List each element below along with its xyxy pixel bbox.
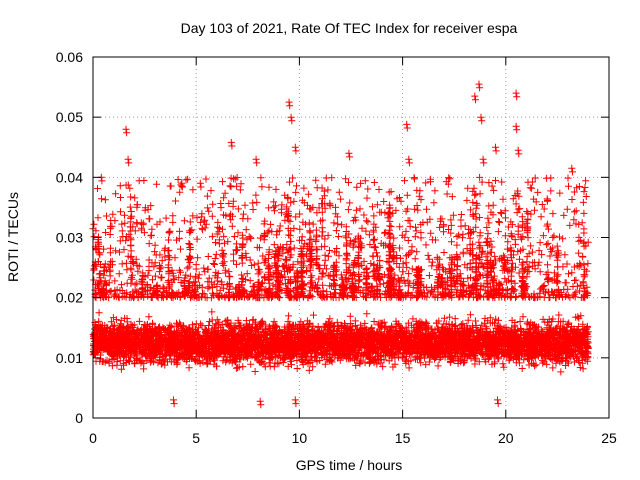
axis-ticks: 0 0.01 0.02 0.03 0.04 0.05 0.06 0 5 10 15 20 25 — [56, 49, 617, 446]
y-tick-label: 0.02 — [56, 290, 83, 306]
y-tick-label: 0.05 — [56, 109, 83, 125]
x-tick-label: 10 — [292, 430, 308, 446]
y-tick-label: 0 — [75, 410, 83, 426]
x-axis-label: GPS time / hours — [296, 457, 403, 473]
x-tick-label: 5 — [192, 430, 200, 446]
x-tick-label: 25 — [601, 430, 617, 446]
y-tick-label: 0.01 — [56, 350, 83, 366]
roti-scatter-markers — [89, 80, 592, 409]
y-tick-label: 0.03 — [56, 230, 83, 246]
y-tick-label: 0.04 — [56, 169, 83, 185]
y-axis-label: ROTI / TECUs — [5, 192, 21, 282]
x-tick-label: 0 — [89, 430, 97, 446]
y-tick-label: 0.06 — [56, 49, 83, 65]
chart-title: Day 103 of 2021, Rate Of TEC Index for r… — [181, 20, 518, 36]
data-points — [89, 80, 592, 409]
x-tick-label: 15 — [395, 430, 411, 446]
x-tick-label: 20 — [498, 430, 514, 446]
